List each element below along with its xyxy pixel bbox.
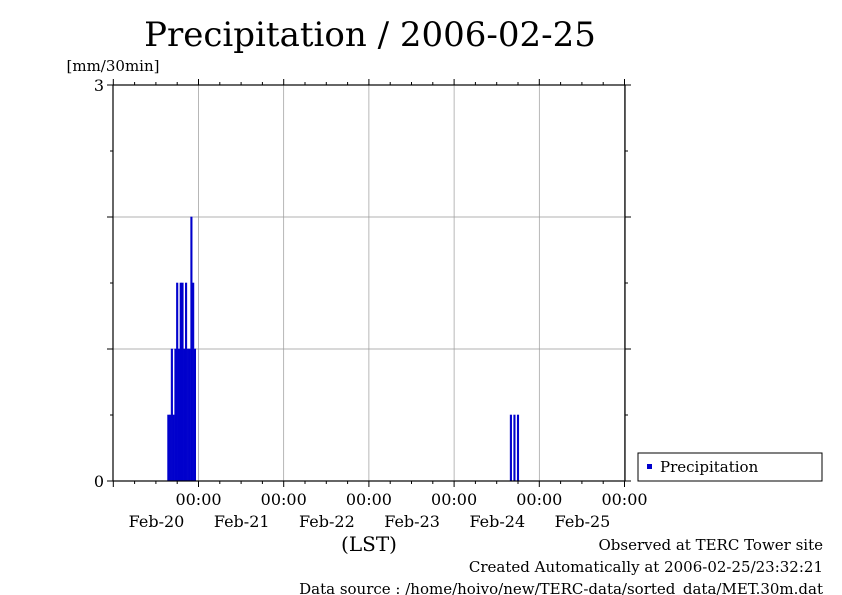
precipitation-bar (169, 414, 172, 482)
precipitation-bar (516, 414, 520, 482)
x-tick-date-label: Feb-24 (469, 512, 525, 531)
grid-lines (113, 85, 625, 481)
x-tick-date-label: Feb-22 (299, 512, 355, 531)
legend: Precipitation (637, 452, 823, 482)
y-tick-labels: 03 (94, 76, 104, 491)
legend-swatch (647, 464, 652, 469)
precipitation-bar (509, 414, 512, 482)
precipitation-bar (185, 282, 188, 482)
precipitation-bar (179, 282, 182, 482)
x-tick-time-label: 00:00 (601, 490, 647, 509)
precipitation-bar (192, 282, 195, 482)
precipitation-bar (188, 348, 191, 482)
precipitation-bar (181, 282, 184, 482)
precipitation-bar (183, 348, 186, 482)
observed-note: Observed at TERC Tower site (598, 536, 823, 554)
x-tick-date-label: Feb-20 (129, 512, 185, 531)
x-tick-time-label: 00:00 (346, 490, 392, 509)
x-tick-time-label: 00:00 (175, 490, 221, 509)
created-note: Created Automatically at 2006-02-25/23:3… (469, 558, 823, 576)
x-tick-date-label: Feb-21 (214, 512, 270, 531)
precipitation-bar (186, 348, 189, 482)
precipitation-bar (176, 282, 179, 482)
legend-box (637, 452, 823, 482)
precipitation-bar (177, 348, 181, 482)
precipitation-bar (193, 348, 197, 482)
x-tick-time-label: 00:00 (516, 490, 562, 509)
chart-title: Precipitation / 2006-02-25 (144, 15, 596, 55)
x-axis-label: (LST) (341, 532, 397, 556)
precipitation-bar (174, 348, 177, 482)
precipitation-bar (513, 414, 516, 482)
x-tick-date-label: Feb-25 (555, 512, 611, 531)
x-tick-time-label: 00:00 (431, 490, 477, 509)
x-tick-time-label: 00:00 (261, 490, 307, 509)
precipitation-bar (172, 414, 175, 482)
x-tick-date-label: Feb-23 (384, 512, 440, 531)
precipitation-bar (167, 414, 170, 482)
legend-label: Precipitation (660, 458, 759, 476)
source-note: Data source : /home/hoivo/new/TERC-data/… (299, 580, 823, 595)
y-tick-label: 3 (94, 76, 104, 95)
y-tick-label: 0 (94, 472, 104, 491)
axis-ticks (107, 79, 631, 487)
precipitation-bar (170, 348, 173, 482)
x-tick-labels: 00:00 Feb-20 00:00 Feb-21 00:00 Feb-22 00:00 Fe… (129, 490, 648, 531)
precipitation-bar (190, 216, 193, 482)
y-axis-label: [mm/30min] (67, 57, 160, 75)
